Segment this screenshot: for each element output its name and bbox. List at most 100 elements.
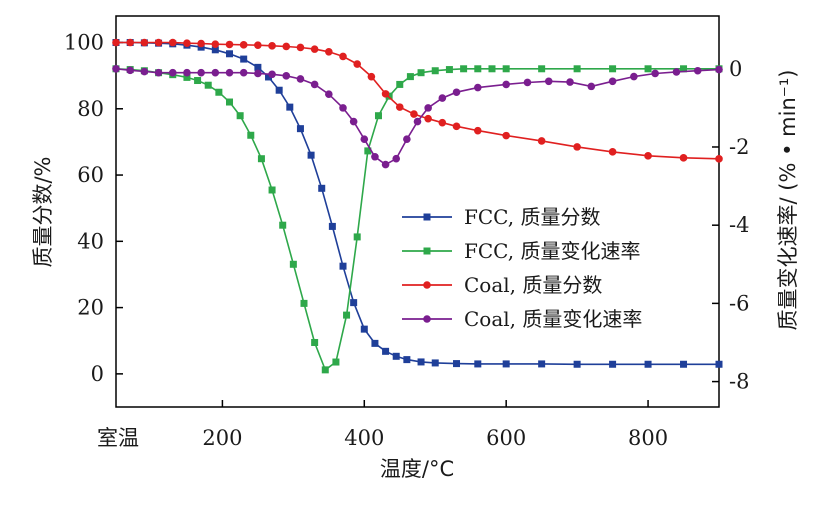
data-point <box>488 65 496 73</box>
data-point <box>452 122 461 131</box>
data-point <box>438 118 447 127</box>
legend-item: Coal, 质量分数 <box>402 273 602 297</box>
data-point <box>353 233 361 241</box>
data-point <box>332 358 340 366</box>
data-point <box>343 311 351 319</box>
data-point <box>644 65 652 73</box>
data-point <box>197 39 205 48</box>
y-left-tick-label: 20 <box>77 296 104 320</box>
data-point <box>282 72 291 80</box>
data-point <box>410 110 418 118</box>
data-point <box>672 68 681 76</box>
data-point <box>328 222 336 230</box>
x-axis: 室温 200 400 600 800 <box>97 400 668 450</box>
data-point <box>257 155 265 163</box>
data-point <box>502 360 510 368</box>
data-point <box>608 77 617 86</box>
data-point <box>211 46 219 54</box>
data-point <box>474 65 482 73</box>
y-left-tick-label: 40 <box>77 229 104 253</box>
data-point <box>353 60 362 68</box>
data-point <box>573 360 581 368</box>
data-point <box>715 65 723 74</box>
data-point <box>460 65 468 73</box>
y-right-tick-label: -2 <box>729 135 749 159</box>
data-point <box>537 137 546 145</box>
data-point <box>538 360 546 368</box>
data-point <box>438 94 447 102</box>
data-point <box>126 38 134 47</box>
series-line <box>115 68 719 372</box>
data-point <box>544 77 553 86</box>
data-point <box>431 67 439 75</box>
data-point <box>680 65 688 73</box>
data-point <box>140 67 149 76</box>
data-point <box>254 69 262 78</box>
data-point <box>423 247 431 255</box>
x-axis-title: 温度/°C <box>380 457 454 481</box>
data-point <box>413 117 422 126</box>
data-point <box>310 45 319 53</box>
data-point <box>325 90 333 98</box>
data-point <box>679 154 688 162</box>
y-axis-left: 0 20 40 60 80 100 <box>64 31 123 386</box>
data-point <box>573 65 581 73</box>
data-point <box>396 80 404 88</box>
data-point <box>211 68 220 77</box>
data-point <box>417 358 425 366</box>
data-point <box>651 69 659 78</box>
data-point <box>226 98 234 106</box>
data-point <box>239 41 248 49</box>
data-point <box>339 104 347 112</box>
data-point <box>300 299 308 307</box>
data-point <box>282 42 291 51</box>
data-point <box>715 155 723 163</box>
data-point <box>289 260 297 268</box>
data-point <box>395 103 404 111</box>
data-point <box>226 50 234 58</box>
data-point <box>154 68 163 77</box>
data-point <box>236 112 244 120</box>
data-point <box>374 112 382 120</box>
data-point <box>140 38 149 47</box>
y-axis-right: -8 -6 -4 -2 0 <box>712 57 749 394</box>
y-axis-left-title: 质量分数/% <box>31 156 55 267</box>
series-4 <box>112 64 723 169</box>
data-point <box>311 338 319 346</box>
data-point <box>608 148 617 156</box>
data-point <box>349 117 358 126</box>
legend-item: Coal, 质量变化速率 <box>402 307 642 331</box>
y-left-tick-label: 100 <box>64 31 104 55</box>
y-right-tick-label: 0 <box>729 57 742 81</box>
data-point <box>630 72 638 81</box>
data-point <box>154 38 163 47</box>
data-point <box>474 360 482 368</box>
y-right-tick-label: -8 <box>729 370 749 394</box>
data-point <box>417 69 425 77</box>
data-point <box>360 325 368 333</box>
data-point <box>339 262 347 270</box>
legend: FCC, 质量分数 FCC, 质量变化速率 Coal, 质量分数 Coal, 质量变化… <box>402 205 642 331</box>
data-point <box>367 72 376 81</box>
x-tick-label: 200 <box>202 426 242 450</box>
data-point <box>350 299 358 307</box>
data-point <box>609 65 617 73</box>
data-point <box>318 184 326 192</box>
data-point <box>215 88 223 96</box>
data-point <box>268 186 276 194</box>
plot-frame <box>115 15 720 408</box>
data-point <box>183 73 191 81</box>
data-point <box>371 339 379 347</box>
data-point <box>296 43 305 52</box>
data-point <box>183 39 191 47</box>
data-point <box>279 221 287 229</box>
x-tick-label: 800 <box>628 426 668 450</box>
y-left-tick-label: 80 <box>77 97 104 121</box>
data-point <box>381 90 390 98</box>
data-point <box>453 360 461 368</box>
legend-label: FCC, 质量分数 <box>464 205 600 229</box>
data-point <box>112 38 120 47</box>
data-point <box>644 360 652 368</box>
data-point <box>566 78 574 86</box>
